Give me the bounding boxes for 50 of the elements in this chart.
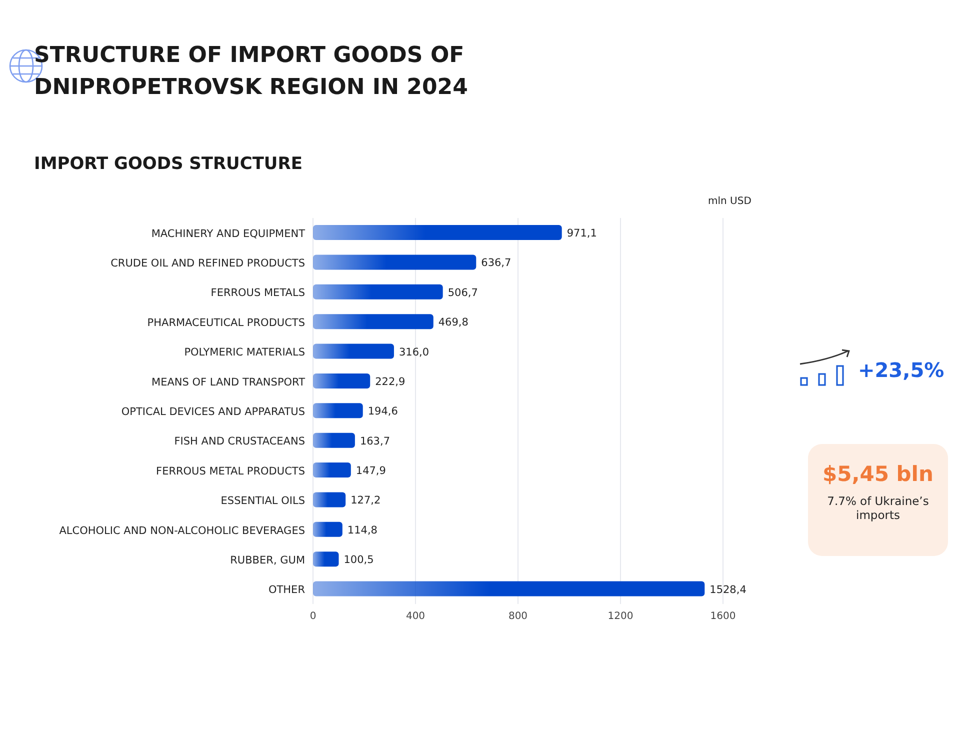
data-label: 1528,4 bbox=[710, 584, 747, 596]
y-tick-label: RUBBER, GUM bbox=[230, 554, 305, 566]
data-label: 506,7 bbox=[448, 286, 478, 299]
y-tick-label: ALCOHOLIC AND NON-ALCOHOLIC BEVERAGES bbox=[59, 524, 306, 537]
data-label: 194,6 bbox=[368, 406, 398, 418]
y-tick-label: FISH AND CRUSTACEANS bbox=[174, 436, 306, 448]
bar bbox=[313, 314, 434, 330]
text: $5,45 bln bbox=[822, 462, 934, 486]
data-label: 222,9 bbox=[375, 376, 406, 388]
y-tick-label: MACHINERY AND EQUIPMENT bbox=[151, 228, 306, 240]
text: IMPORT GOODS STRUCTURE bbox=[34, 154, 302, 174]
bar bbox=[313, 225, 562, 240]
x-axis-title: mln USD bbox=[708, 196, 752, 207]
y-tick-label: CRUDE OIL AND REFINED PRODUCTS bbox=[110, 258, 306, 270]
x-tick-label: 0 bbox=[310, 611, 316, 622]
bar bbox=[313, 373, 370, 388]
bar bbox=[313, 403, 363, 418]
bar bbox=[313, 492, 346, 508]
y-tick-label: FERROUS METALS bbox=[210, 287, 306, 300]
bar bbox=[313, 522, 342, 537]
data-label: 636,7 bbox=[481, 257, 512, 270]
y-tick-label: ESSENTIAL OILS bbox=[220, 495, 306, 508]
data-label: 147,9 bbox=[356, 465, 386, 478]
bar bbox=[313, 344, 394, 359]
y-tick-label: FERROUS METAL PRODUCTS bbox=[156, 465, 306, 478]
data-label: 316,0 bbox=[398, 346, 430, 358]
data-label: 127,2 bbox=[350, 494, 381, 507]
data-label: 469,8 bbox=[438, 316, 468, 329]
y-tick-label: OTHER bbox=[268, 584, 305, 596]
text: +23,5% bbox=[858, 358, 944, 382]
y-tick-label: MEANS OF LAND TRANSPORT bbox=[152, 376, 306, 388]
data-label: 163,7 bbox=[360, 435, 390, 448]
bar bbox=[313, 432, 355, 448]
x-tick-label: 1600 bbox=[710, 611, 736, 622]
text: 7.7% of Ukraine’s imports bbox=[826, 494, 930, 522]
bar bbox=[313, 254, 476, 270]
chart-title: STRUCTURE OF IMPORT GOODS OF DNIPROPETROVSK REGION IN 2024 bbox=[34, 42, 469, 102]
data-label: 971,1 bbox=[566, 228, 597, 240]
bar bbox=[313, 462, 351, 478]
data-label: 114,8 bbox=[347, 524, 378, 536]
bar bbox=[313, 284, 443, 300]
bar bbox=[313, 581, 705, 596]
x-tick-label: 1200 bbox=[608, 611, 634, 622]
y-tick-label: OPTICAL DEVICES AND APPARATUS bbox=[121, 406, 306, 418]
data-label: 100,5 bbox=[344, 554, 374, 566]
y-tick-label: PHARMACEUTICAL PRODUCTS bbox=[147, 316, 306, 329]
y-tick-label: POLYMERIC MATERIALS bbox=[184, 346, 306, 359]
x-tick-label: 400 bbox=[406, 611, 426, 622]
bar bbox=[313, 552, 339, 567]
x-tick-label: 800 bbox=[508, 611, 528, 622]
